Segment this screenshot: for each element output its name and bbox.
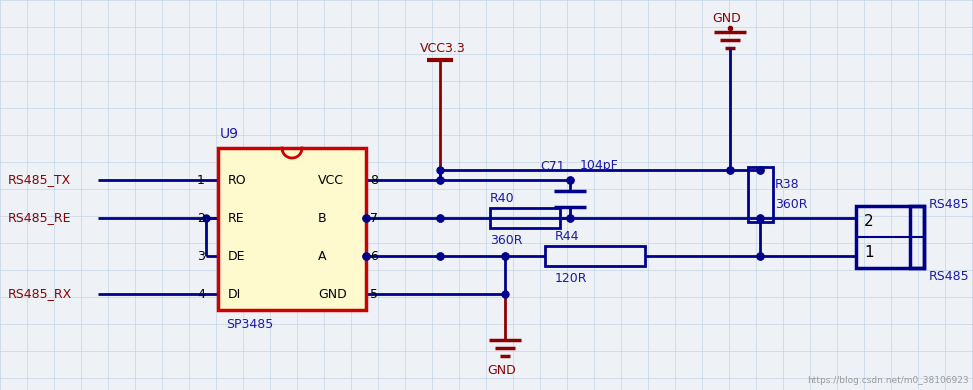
Text: R38: R38 [775, 177, 800, 190]
Text: VCC3.3: VCC3.3 [420, 41, 466, 55]
Text: 3: 3 [198, 250, 205, 262]
Text: 360R: 360R [490, 234, 523, 246]
Text: R40: R40 [490, 191, 515, 204]
Text: 8: 8 [370, 174, 378, 186]
Text: 360R: 360R [775, 197, 808, 211]
Text: RS485: RS485 [929, 269, 970, 282]
Text: DI: DI [228, 287, 241, 301]
Bar [490, 208, 560, 228]
Text: 2: 2 [198, 211, 205, 225]
Text: 7: 7 [370, 211, 378, 225]
Text: RS485_RE: RS485_RE [8, 211, 71, 225]
Text: GND: GND [487, 363, 516, 376]
Bar [910, 206, 924, 268]
Text: VCC: VCC [318, 174, 344, 186]
Text: RS485_RX: RS485_RX [8, 287, 72, 301]
Text: https://blog.csdn.net/m0_38106923: https://blog.csdn.net/m0_38106923 [808, 376, 969, 385]
Bar [545, 246, 645, 266]
Text: 1: 1 [864, 245, 874, 260]
Text: 2: 2 [864, 214, 874, 229]
Text: C71: C71 [540, 160, 564, 172]
Text: GND: GND [712, 11, 740, 25]
Text: 120R: 120R [555, 271, 588, 284]
Text: 1: 1 [198, 174, 205, 186]
Text: RE: RE [228, 211, 244, 225]
Text: DE: DE [228, 250, 245, 262]
Text: SP3485: SP3485 [226, 317, 273, 330]
Bar [218, 148, 366, 310]
Text: 104pF: 104pF [580, 160, 619, 172]
Text: A: A [318, 250, 327, 262]
Text: RS485: RS485 [929, 197, 970, 211]
Text: 6: 6 [370, 250, 378, 262]
Text: 4: 4 [198, 287, 205, 301]
Text: U9: U9 [220, 127, 239, 141]
Bar [747, 167, 773, 222]
Text: RS485_TX: RS485_TX [8, 174, 71, 186]
Text: GND: GND [318, 287, 346, 301]
Text: R44: R44 [555, 229, 580, 243]
Text: 5: 5 [370, 287, 378, 301]
Text: RO: RO [228, 174, 246, 186]
Bar [856, 206, 924, 268]
Text: B: B [318, 211, 327, 225]
